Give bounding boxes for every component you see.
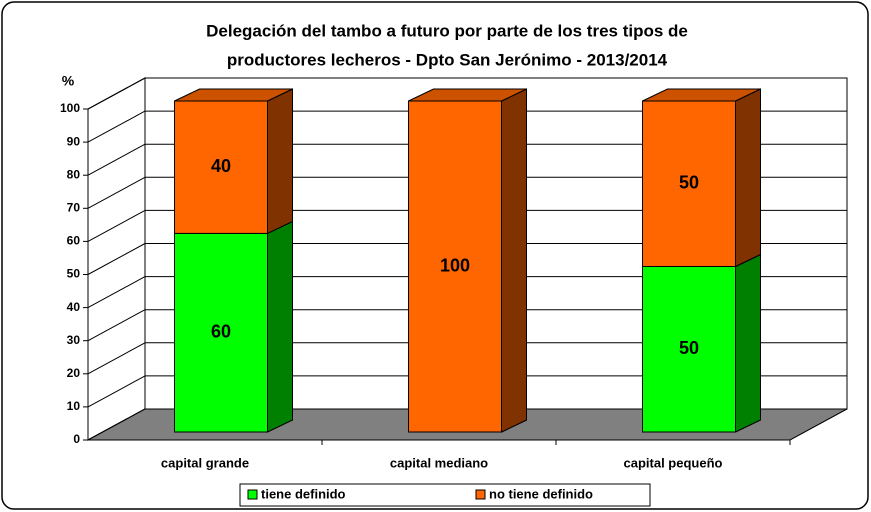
y-tick-label: 0 bbox=[73, 432, 80, 446]
value-label: 50 bbox=[679, 338, 699, 358]
bar bbox=[174, 220, 293, 433]
y-axis-label: % bbox=[62, 73, 75, 89]
bar bbox=[642, 88, 761, 268]
bar bbox=[174, 88, 293, 235]
bar-front bbox=[408, 100, 502, 433]
chart-title: Delegación del tambo a futuro por parte … bbox=[206, 21, 688, 40]
grid-line bbox=[87, 276, 146, 309]
x-tick-label: capital pequeño bbox=[624, 455, 723, 470]
y-tick-label: 60 bbox=[67, 234, 81, 248]
grid-line bbox=[87, 375, 146, 408]
bar bbox=[642, 253, 761, 433]
grid-line bbox=[87, 143, 146, 176]
legend bbox=[239, 483, 651, 507]
y-tick-label: 70 bbox=[67, 200, 81, 214]
y-tick-label: 40 bbox=[67, 300, 81, 314]
value-label: 50 bbox=[679, 173, 699, 193]
bar-front bbox=[174, 100, 268, 234]
value-label: 100 bbox=[440, 255, 470, 275]
legend-label: tiene definido bbox=[261, 486, 346, 501]
y-tick-label: 50 bbox=[67, 267, 81, 281]
x-tick-label: capital mediano bbox=[390, 455, 488, 470]
bar-side bbox=[735, 88, 761, 268]
grid-line bbox=[87, 309, 146, 342]
grid-line bbox=[87, 110, 146, 143]
bar-front bbox=[642, 266, 736, 433]
legend-swatch bbox=[475, 489, 486, 500]
value-label: 40 bbox=[211, 156, 231, 176]
bar-side bbox=[267, 220, 293, 433]
bar-front bbox=[174, 232, 268, 433]
grid-line bbox=[87, 77, 146, 110]
x-tick-label: capital grande bbox=[161, 455, 249, 470]
y-tick-label: 100 bbox=[60, 101, 80, 115]
bar-side bbox=[267, 88, 293, 235]
legend-label: no tiene definido bbox=[489, 486, 593, 501]
y-tick-label: 10 bbox=[67, 399, 81, 413]
bar-side bbox=[735, 253, 761, 433]
grid-line bbox=[87, 243, 146, 275]
chart-title: productores lecheros - Dpto San Jerónimo… bbox=[227, 50, 668, 69]
value-label: 60 bbox=[211, 321, 231, 341]
legend-swatch bbox=[247, 489, 258, 500]
y-tick-label: 80 bbox=[67, 167, 81, 181]
grid-line bbox=[87, 209, 146, 242]
bar bbox=[408, 88, 527, 433]
bar-side bbox=[501, 88, 527, 433]
bar-front bbox=[642, 100, 736, 267]
y-tick-label: 90 bbox=[67, 134, 81, 148]
grid-line bbox=[87, 176, 146, 209]
y-tick-label: 30 bbox=[67, 333, 81, 347]
y-tick-label: 20 bbox=[67, 366, 81, 380]
grid-line bbox=[87, 342, 146, 375]
